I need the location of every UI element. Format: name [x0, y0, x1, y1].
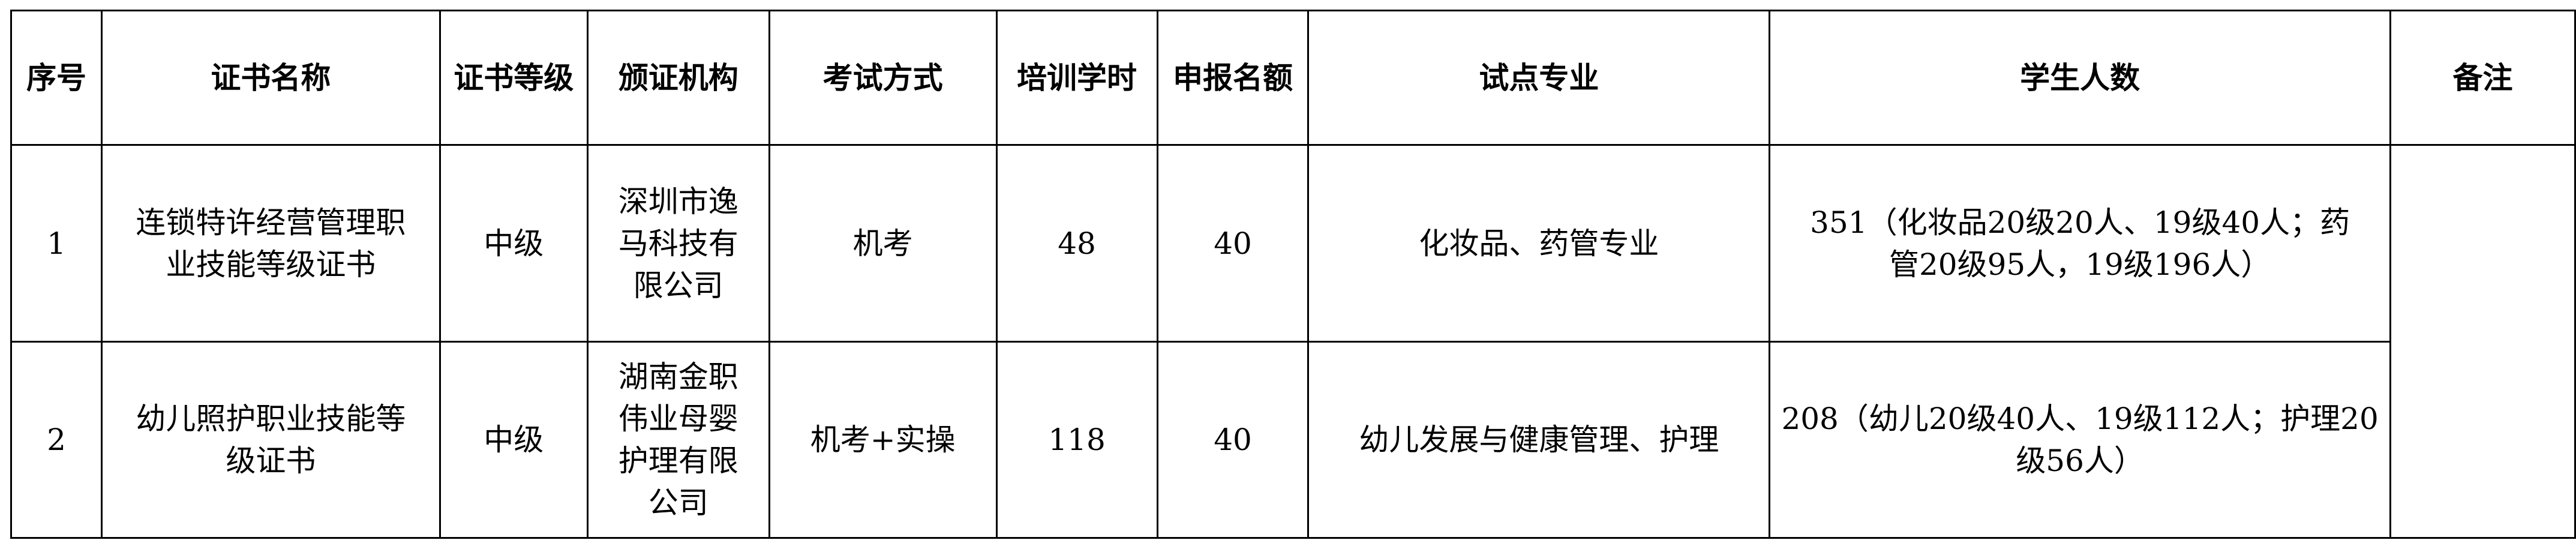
table-row: 1 连锁特许经营管理职业技能等级证书 中级 深圳市逸马科技有限公司 机考 48 … — [10, 144, 2576, 539]
cell-issuer: 湖南金职伟业母婴护理有限公司 — [586, 341, 770, 539]
header-students: 学生人数 — [1769, 10, 2391, 146]
cell-certificate: 幼儿照护职业技能等级证书 — [100, 341, 441, 539]
header-training-hours: 培训学时 — [995, 10, 1158, 146]
cell-index: 1 — [10, 144, 103, 343]
table-row: 2 幼儿照护职业技能等级证书 中级 湖南金职伟业母婴护理有限公司 机考+实操 1… — [10, 341, 2575, 539]
header-quota: 申报名额 — [1156, 10, 1310, 146]
cell-level: 中级 — [439, 144, 589, 343]
cell-index: 2 — [10, 341, 103, 539]
header-row: 序号 证书名称 证书等级 颁证机构 考试方式 培训学时 申报名额 试点专业 学生… — [10, 10, 2576, 146]
cell-exam-method: 机考+实操 — [768, 341, 998, 539]
cell-level: 中级 — [439, 341, 589, 539]
cell-quota: 40 — [1156, 341, 1310, 539]
cell-training-hours: 48 — [995, 144, 1158, 343]
header-issuer: 颁证机构 — [586, 10, 770, 146]
header-certificate: 证书名称 — [100, 10, 441, 146]
cell-majors: 化妆品、药管专业 — [1307, 144, 1771, 343]
cell-training-hours: 118 — [995, 341, 1158, 539]
header-index: 序号 — [10, 10, 103, 146]
cell-exam-method: 机考 — [768, 144, 998, 343]
cell-quota: 40 — [1156, 144, 1310, 343]
cell-students: 351（化妆品20级20人、19级40人；药管20级95人，19级196人） — [1769, 144, 2391, 343]
header-majors: 试点专业 — [1307, 10, 1771, 146]
cell-certificate: 连锁特许经营管理职业技能等级证书 — [100, 144, 441, 343]
certificate-table: 序号 证书名称 证书等级 颁证机构 考试方式 培训学时 申报名额 试点专业 学生… — [10, 10, 2576, 539]
header-remarks: 备注 — [2389, 10, 2576, 146]
cell-students: 208（幼儿20级40人、19级112人；护理20级56人） — [1769, 341, 2391, 539]
cell-issuer: 深圳市逸马科技有限公司 — [586, 144, 770, 343]
header-exam-method: 考试方式 — [768, 10, 998, 146]
header-level: 证书等级 — [439, 10, 589, 146]
cell-majors: 幼儿发展与健康管理、护理 — [1307, 341, 1771, 539]
cell-remarks — [2389, 144, 2576, 539]
